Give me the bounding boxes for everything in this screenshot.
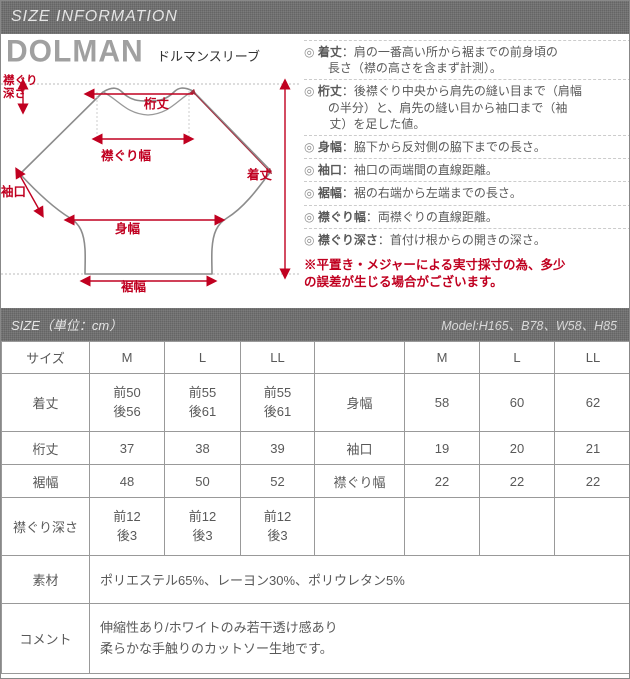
svg-text:深さ: 深さ (3, 86, 26, 100)
svg-text:裾幅: 裾幅 (121, 279, 147, 294)
svg-text:身幅: 身幅 (115, 221, 141, 236)
svg-text:桁丈: 桁丈 (144, 96, 170, 111)
svg-text:襟ぐり: 襟ぐり (3, 73, 38, 87)
svg-text:着丈: 着丈 (246, 167, 273, 182)
svg-text:袖口: 袖口 (1, 184, 26, 199)
svg-text:襟ぐり幅: 襟ぐり幅 (101, 148, 152, 163)
